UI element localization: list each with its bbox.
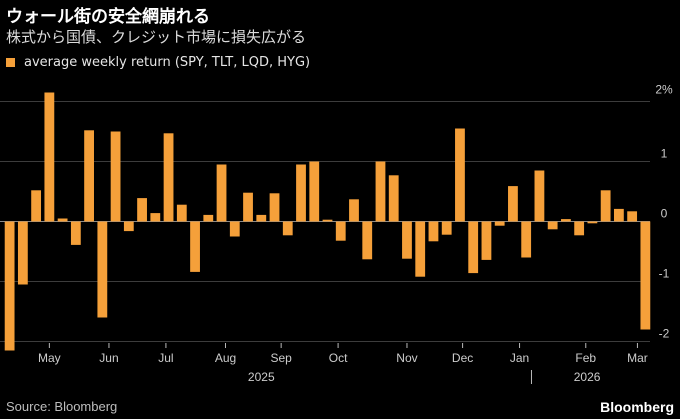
bar bbox=[547, 221, 558, 230]
bar bbox=[415, 221, 426, 277]
source-note: Source: Bloomberg bbox=[6, 399, 118, 414]
y-tick-label: -1 bbox=[659, 267, 670, 281]
x-tick-label: Oct bbox=[329, 351, 348, 365]
x-tick-label: Dec bbox=[452, 351, 473, 365]
bar bbox=[441, 221, 452, 235]
bar bbox=[574, 221, 585, 236]
bar bbox=[627, 211, 638, 222]
bar bbox=[508, 186, 518, 222]
bar bbox=[388, 175, 399, 222]
x-tick-label: Mar bbox=[627, 351, 648, 365]
legend-swatch bbox=[6, 58, 15, 67]
bar bbox=[402, 221, 412, 259]
x-tick-label: Sep bbox=[270, 351, 292, 365]
x-year-label: 2026 bbox=[574, 370, 601, 384]
chart-subtitle: 株式から国債、クレジット市場に損失広がる bbox=[6, 28, 307, 46]
legend-label: average weekly return (SPY, TLT, LQD, HY… bbox=[24, 55, 311, 70]
bar bbox=[243, 192, 253, 222]
bar bbox=[640, 221, 651, 330]
bar bbox=[335, 221, 346, 241]
bar bbox=[229, 221, 240, 237]
y-tick-label: 0 bbox=[661, 207, 668, 221]
bar bbox=[282, 221, 293, 236]
bar bbox=[4, 221, 15, 351]
bar bbox=[57, 218, 68, 222]
bloomberg-logo: Bloomberg bbox=[600, 399, 674, 415]
bar bbox=[521, 221, 532, 258]
bar bbox=[322, 219, 333, 222]
y-tick-label: -2 bbox=[659, 327, 670, 341]
y-tick-label: 2% bbox=[655, 83, 673, 97]
bar bbox=[31, 190, 42, 222]
bar bbox=[613, 208, 624, 222]
bar bbox=[309, 161, 320, 222]
bar bbox=[296, 164, 306, 222]
x-tick-label: Jan bbox=[510, 351, 529, 365]
bar bbox=[203, 214, 214, 222]
x-tick-label: Jul bbox=[158, 351, 173, 365]
bar bbox=[44, 92, 55, 222]
bar bbox=[269, 193, 280, 222]
bar bbox=[216, 164, 227, 222]
bar bbox=[84, 130, 94, 222]
x-tick-label: May bbox=[38, 351, 61, 365]
bar bbox=[17, 221, 28, 285]
bar bbox=[455, 128, 465, 222]
bar bbox=[428, 221, 439, 242]
x-tick-label: Nov bbox=[396, 351, 417, 365]
x-tick-label: Feb bbox=[575, 351, 596, 365]
bar bbox=[123, 221, 134, 232]
bar bbox=[137, 198, 147, 222]
y-tick-label: 1 bbox=[661, 147, 668, 161]
bar bbox=[349, 199, 359, 222]
bar bbox=[256, 214, 267, 222]
x-tick-label: Jun bbox=[99, 351, 118, 365]
bar bbox=[494, 221, 505, 226]
x-year-label: 2025 bbox=[248, 370, 275, 384]
bar bbox=[163, 133, 174, 222]
bar bbox=[375, 161, 386, 222]
bar bbox=[468, 221, 479, 274]
bar bbox=[97, 221, 108, 318]
bar bbox=[481, 221, 492, 260]
bar bbox=[70, 221, 81, 245]
bar bbox=[110, 131, 121, 222]
bar bbox=[190, 221, 200, 272]
bar bbox=[561, 219, 571, 222]
bar bbox=[534, 170, 545, 222]
legend: average weekly return (SPY, TLT, LQD, HY… bbox=[6, 55, 310, 70]
chart-title: ウォール街の安全網崩れる bbox=[6, 7, 210, 27]
bar bbox=[600, 190, 611, 222]
bar bbox=[362, 221, 373, 260]
x-tick-label: Aug bbox=[215, 351, 236, 365]
bar bbox=[587, 221, 598, 224]
bar bbox=[176, 204, 187, 222]
bar bbox=[150, 213, 161, 222]
